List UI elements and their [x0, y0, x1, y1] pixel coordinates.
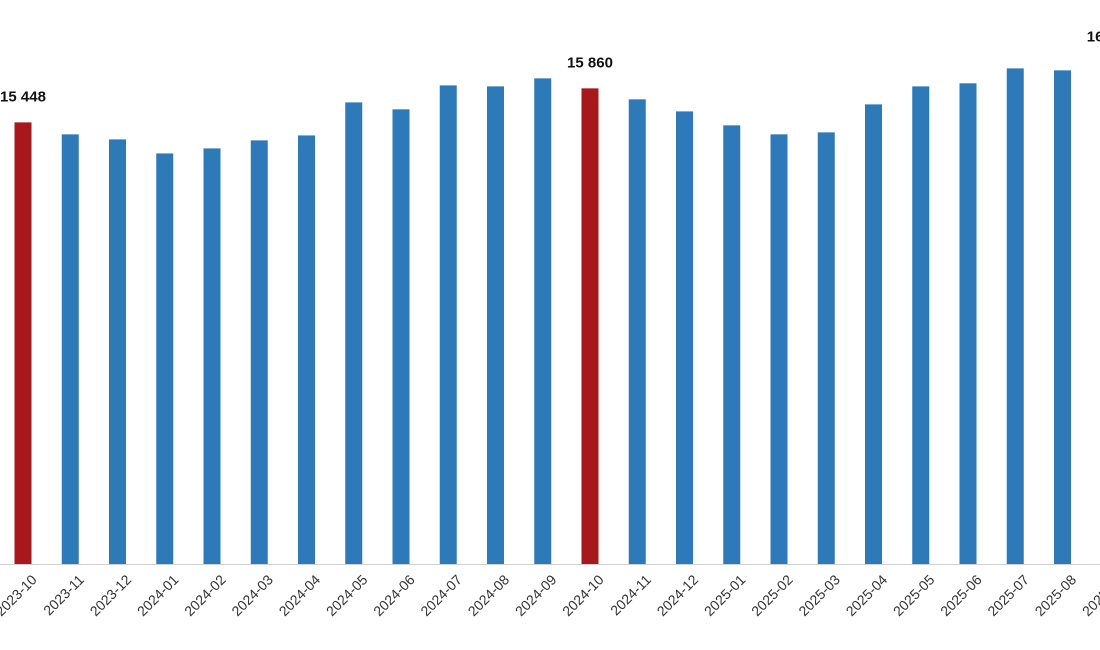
x-tick-label: 2023-10 — [0, 571, 40, 619]
x-tick-label: 2024-07 — [417, 571, 465, 619]
bar — [1006, 68, 1024, 564]
bar — [439, 85, 457, 564]
x-tick-label: 2025-04 — [843, 571, 891, 619]
x-tick-label: 2024-08 — [465, 571, 513, 619]
bar — [1054, 70, 1071, 564]
bar — [250, 140, 268, 564]
bar — [959, 83, 977, 564]
bar — [865, 104, 882, 564]
bar — [723, 125, 741, 564]
bar — [392, 109, 410, 564]
bar — [345, 102, 363, 564]
x-tick-label: 2024-05 — [323, 571, 371, 619]
x-tick-label: 2024-03 — [228, 571, 276, 619]
x-tick-label: 2025-08 — [1032, 571, 1080, 619]
value-label: 16 175 — [1087, 28, 1100, 45]
bar — [676, 111, 693, 565]
x-tick-label: 2023-11 — [40, 571, 87, 618]
x-tick-label: 2024-09 — [512, 571, 560, 619]
x-tick-label: 2023-12 — [87, 571, 135, 619]
x-tick-label: 2024-06 — [370, 571, 418, 619]
x-tick-label: 2024-02 — [181, 571, 229, 619]
x-tick-label: 2024-11 — [607, 571, 654, 618]
x-tick-label: 2025-01 — [701, 571, 749, 619]
bar — [14, 122, 32, 565]
x-tick-label: 2025-09 — [1079, 571, 1100, 619]
bar — [534, 78, 552, 564]
bar — [109, 139, 126, 564]
bar — [628, 99, 646, 565]
bar — [581, 88, 599, 565]
bar — [487, 86, 504, 565]
x-tick-label: 2025-02 — [748, 571, 796, 619]
x-tick-label: 2025-05 — [890, 571, 938, 619]
bar — [298, 135, 315, 564]
bar — [156, 153, 174, 564]
x-tick-label: 2025-07 — [984, 571, 1032, 619]
x-tick-label: 2025-06 — [937, 571, 985, 619]
value-label: 15 860 — [567, 54, 613, 71]
bar — [770, 134, 788, 564]
bar — [817, 132, 835, 564]
bar — [203, 148, 221, 564]
bar — [912, 86, 930, 565]
bar — [61, 134, 79, 564]
x-tick-label: 2024-12 — [654, 571, 702, 619]
x-tick-label: 2024-01 — [134, 571, 182, 619]
x-tick-label: 2025-03 — [795, 571, 843, 619]
x-tick-label: 2024-04 — [276, 571, 324, 619]
x-tick-label: 2024-10 — [559, 571, 607, 619]
value-label: 15 448 — [0, 88, 46, 105]
